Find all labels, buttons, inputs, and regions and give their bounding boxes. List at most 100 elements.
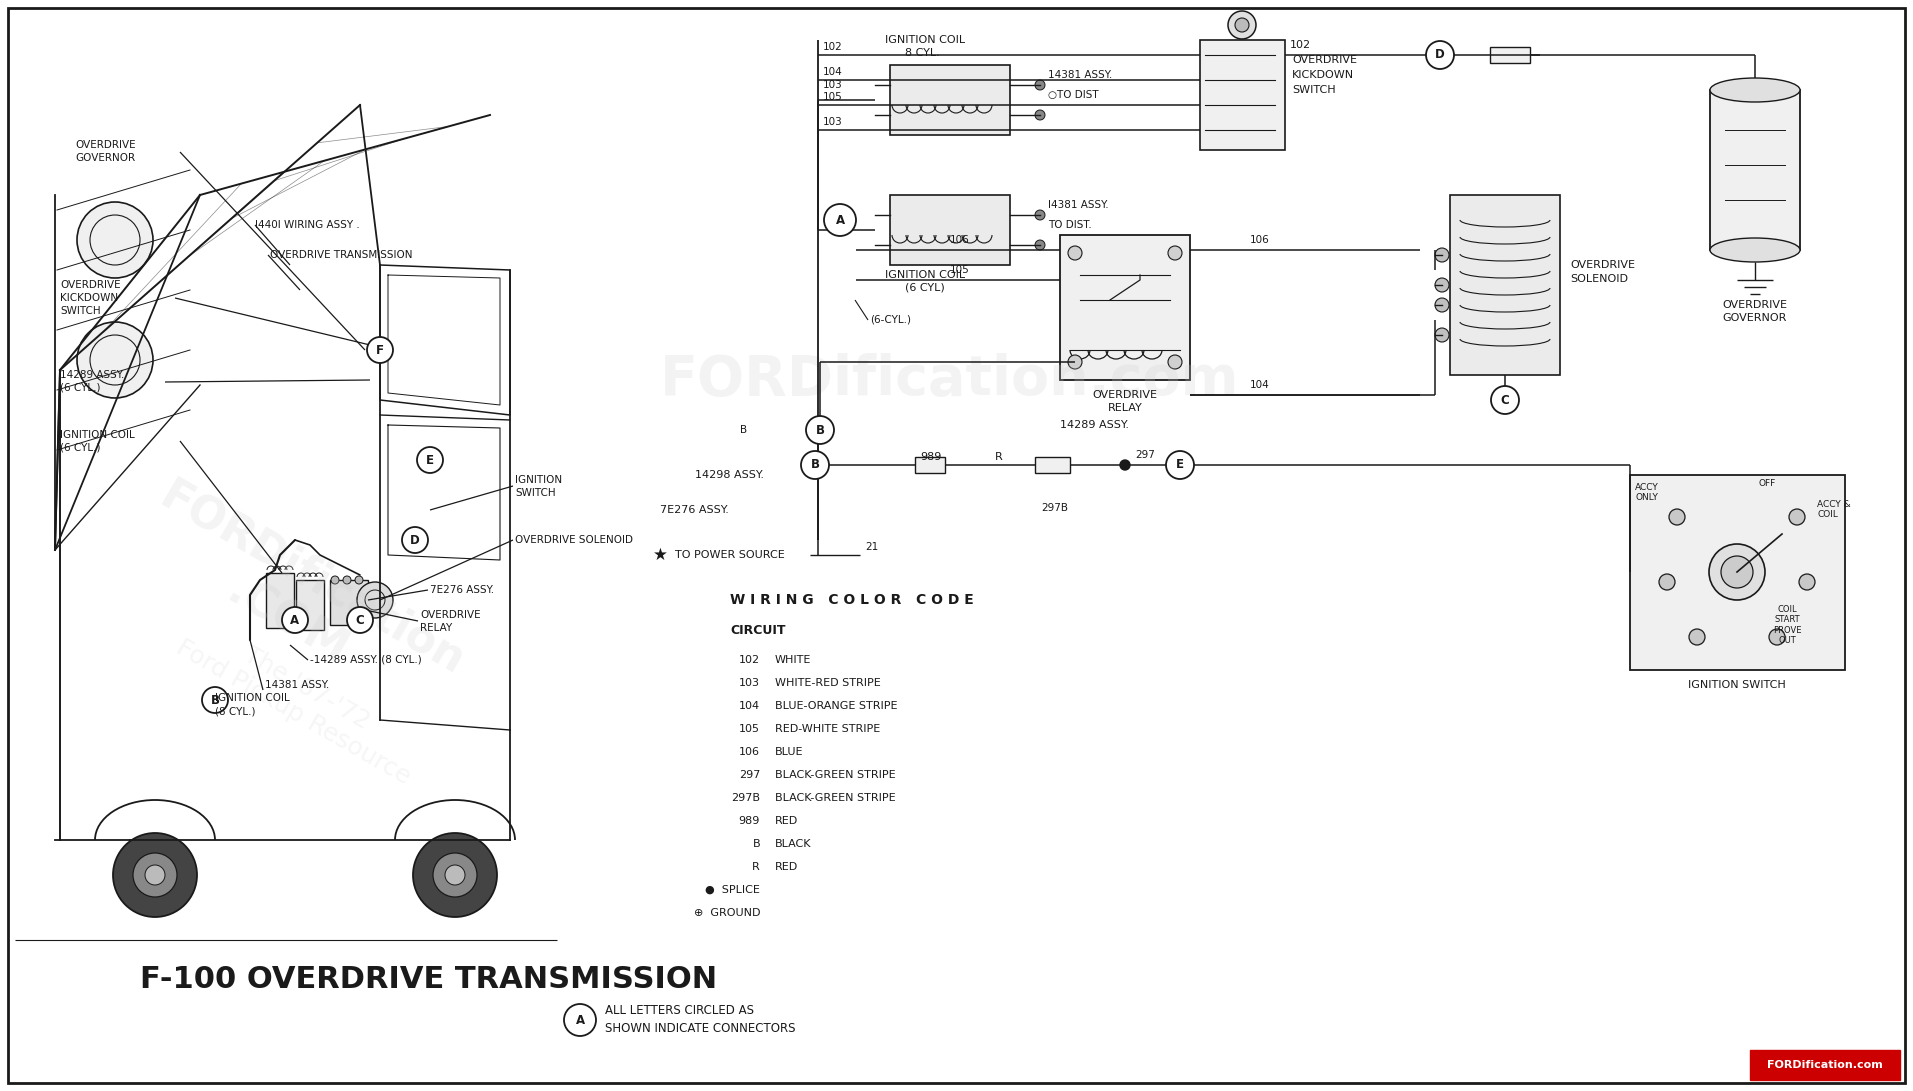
Text: 297B: 297B <box>731 793 759 803</box>
Circle shape <box>1067 355 1083 369</box>
Text: RELAY: RELAY <box>421 623 451 633</box>
Circle shape <box>1228 11 1257 39</box>
Text: CIRCUIT: CIRCUIT <box>731 623 786 636</box>
Text: A: A <box>291 613 300 626</box>
Text: BLACK-GREEN STRIPE: BLACK-GREEN STRIPE <box>775 770 895 780</box>
Circle shape <box>1435 298 1448 312</box>
Circle shape <box>417 447 444 473</box>
Text: The '67-'72
Ford Pickup Resource: The '67-'72 Ford Pickup Resource <box>172 611 429 789</box>
Bar <box>1199 40 1286 149</box>
Text: C: C <box>1500 394 1509 407</box>
Text: 989: 989 <box>738 816 759 826</box>
Circle shape <box>1169 245 1182 260</box>
Text: A: A <box>576 1014 585 1027</box>
Bar <box>890 195 1010 265</box>
Text: (6 CYL): (6 CYL) <box>905 283 945 293</box>
Text: I440I WIRING ASSY .: I440I WIRING ASSY . <box>254 220 360 230</box>
Circle shape <box>802 451 828 479</box>
Circle shape <box>432 853 476 897</box>
Text: R: R <box>752 862 759 872</box>
Text: TO DIST.: TO DIST. <box>1048 220 1092 230</box>
Circle shape <box>1067 245 1083 260</box>
Circle shape <box>1708 544 1766 600</box>
Circle shape <box>564 1004 597 1036</box>
Text: 103: 103 <box>823 80 844 89</box>
Text: B: B <box>811 458 819 471</box>
Text: 14289 ASSY.: 14289 ASSY. <box>1060 420 1129 430</box>
Text: OVERDRIVE: OVERDRIVE <box>1092 389 1157 400</box>
Text: RED: RED <box>775 816 798 826</box>
Ellipse shape <box>1710 238 1800 262</box>
Text: OVERDRIVE TRANSMISSION: OVERDRIVE TRANSMISSION <box>270 250 413 260</box>
Bar <box>331 580 367 625</box>
Circle shape <box>825 204 855 236</box>
Circle shape <box>77 202 153 278</box>
Text: 297B: 297B <box>1041 503 1069 513</box>
Circle shape <box>413 834 497 918</box>
Text: 104: 104 <box>823 67 844 77</box>
Text: C: C <box>356 613 363 626</box>
Text: OVERDRIVE: OVERDRIVE <box>59 280 121 290</box>
Text: IGNITION COIL: IGNITION COIL <box>886 35 966 45</box>
Bar <box>266 573 295 628</box>
Circle shape <box>367 337 392 363</box>
Text: SHOWN INDICATE CONNECTORS: SHOWN INDICATE CONNECTORS <box>605 1021 796 1034</box>
Text: KICKDOWN: KICKDOWN <box>1291 70 1354 80</box>
Text: IGNITION: IGNITION <box>515 475 562 485</box>
Text: RELAY: RELAY <box>1108 403 1142 413</box>
Text: 105: 105 <box>951 265 970 275</box>
Text: B: B <box>210 694 220 707</box>
Circle shape <box>1035 110 1044 120</box>
Circle shape <box>1425 41 1454 69</box>
Text: W I R I N G   C O L O R   C O D E: W I R I N G C O L O R C O D E <box>731 594 974 607</box>
Text: FORDification.com: FORDification.com <box>1768 1060 1882 1070</box>
Text: IGNITION COIL: IGNITION COIL <box>214 693 289 703</box>
Text: ★: ★ <box>652 546 668 564</box>
Text: OVERDRIVE: OVERDRIVE <box>1571 260 1636 269</box>
Text: BLACK-GREEN STRIPE: BLACK-GREEN STRIPE <box>775 793 895 803</box>
Text: IGNITION SWITCH: IGNITION SWITCH <box>1687 680 1787 690</box>
Text: F-100 OVERDRIVE TRANSMISSION: F-100 OVERDRIVE TRANSMISSION <box>140 966 717 995</box>
Bar <box>914 457 945 473</box>
Circle shape <box>331 576 339 584</box>
Text: B: B <box>815 423 825 436</box>
Circle shape <box>145 865 165 885</box>
Bar <box>1750 1050 1900 1080</box>
Text: OVERDRIVE: OVERDRIVE <box>421 610 480 620</box>
Text: SWITCH: SWITCH <box>59 305 101 316</box>
Text: GOVERNOR: GOVERNOR <box>75 153 136 163</box>
Text: WHITE: WHITE <box>775 655 811 666</box>
Text: ○TO DIST: ○TO DIST <box>1048 89 1098 100</box>
Bar <box>1490 47 1530 63</box>
Text: D: D <box>409 533 419 547</box>
Text: SWITCH: SWITCH <box>1291 85 1335 95</box>
Circle shape <box>1789 509 1806 525</box>
Text: BLUE-ORANGE STRIPE: BLUE-ORANGE STRIPE <box>775 702 897 711</box>
Text: 14298 ASSY.: 14298 ASSY. <box>694 470 763 480</box>
Text: 8 CYL.: 8 CYL. <box>905 48 939 58</box>
Text: OFF: OFF <box>1758 479 1775 488</box>
Text: OVERDRIVE: OVERDRIVE <box>1722 300 1787 310</box>
Text: 102: 102 <box>823 41 844 52</box>
Circle shape <box>1236 17 1249 32</box>
Bar <box>1035 457 1069 473</box>
Circle shape <box>1770 630 1785 645</box>
Circle shape <box>346 607 373 633</box>
Circle shape <box>1659 574 1676 590</box>
Circle shape <box>1169 355 1182 369</box>
Text: 106: 106 <box>738 747 759 757</box>
Circle shape <box>1167 451 1194 479</box>
Text: RED-WHITE STRIPE: RED-WHITE STRIPE <box>775 724 880 734</box>
Text: 7E276 ASSY.: 7E276 ASSY. <box>660 505 729 515</box>
Text: (6-CYL.): (6-CYL.) <box>870 315 911 325</box>
Text: 106: 106 <box>951 235 970 245</box>
Text: SWITCH: SWITCH <box>515 488 555 497</box>
Text: A: A <box>836 214 844 227</box>
Text: KICKDOWN: KICKDOWN <box>59 293 119 303</box>
Circle shape <box>77 322 153 398</box>
Circle shape <box>1435 278 1448 292</box>
Text: E: E <box>427 454 434 467</box>
Text: E: E <box>1176 458 1184 471</box>
Text: 14381 ASSY.: 14381 ASSY. <box>1048 70 1111 80</box>
Text: OVERDRIVE: OVERDRIVE <box>1291 55 1356 65</box>
